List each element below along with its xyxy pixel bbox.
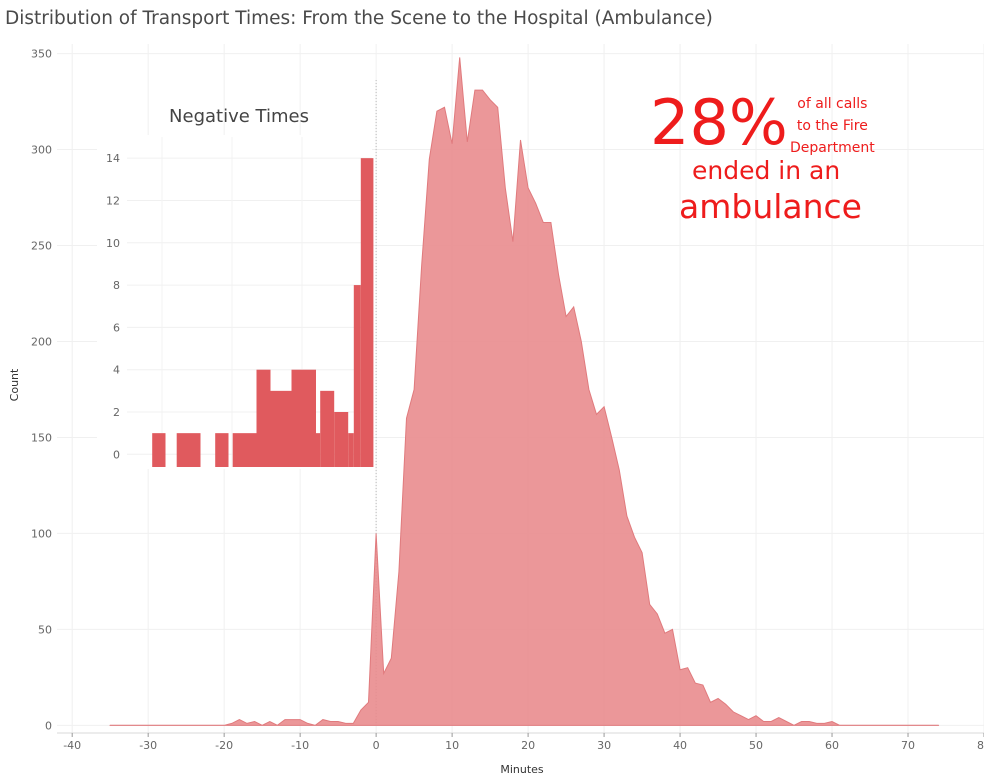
annotation-percent: 28% bbox=[650, 86, 788, 159]
x-tick-label: -20 bbox=[215, 739, 233, 752]
y-tick-label: 100 bbox=[31, 527, 52, 540]
main-y-ticks: 0 50 100 150 200 250 300 350 bbox=[31, 48, 52, 733]
inset-y-tick-label: 12 bbox=[106, 194, 120, 207]
inset-bar bbox=[316, 433, 321, 467]
inset-bar bbox=[334, 412, 349, 467]
inset-y-tick-label: 0 bbox=[113, 448, 120, 461]
inset-bar bbox=[152, 433, 166, 467]
annotation-line-1: of all calls bbox=[797, 96, 868, 112]
x-tick-label: 80 bbox=[977, 739, 984, 752]
inset-bar bbox=[232, 433, 257, 467]
inset-bar bbox=[291, 369, 316, 467]
x-tick-label: -10 bbox=[291, 739, 309, 752]
annotation-line-4: ended in an bbox=[692, 156, 841, 185]
inset-bar bbox=[215, 433, 229, 467]
x-tick-label: 10 bbox=[445, 739, 459, 752]
x-tick-label: -30 bbox=[139, 739, 157, 752]
x-tick-label: 40 bbox=[673, 739, 687, 752]
x-tick-label: 50 bbox=[749, 739, 763, 752]
inset-bar bbox=[176, 433, 201, 467]
y-tick-label: 0 bbox=[45, 719, 52, 732]
inset-y-tick-label: 2 bbox=[113, 406, 120, 419]
area-series-transport-times bbox=[109, 57, 940, 726]
chart-title: Distribution of Transport Times: From th… bbox=[5, 8, 713, 29]
y-tick-label: 50 bbox=[38, 623, 52, 636]
inset-bar bbox=[360, 158, 374, 467]
inset-y-tick-label: 10 bbox=[106, 237, 120, 250]
y-tick-label: 250 bbox=[31, 240, 52, 253]
y-tick-label: 150 bbox=[31, 431, 52, 444]
x-tick-label: 70 bbox=[901, 739, 915, 752]
x-tick-label: 60 bbox=[825, 739, 839, 752]
inset-y-tick-label: 4 bbox=[113, 364, 120, 377]
y-axis-label: Count bbox=[8, 368, 21, 401]
inset-bar bbox=[256, 369, 271, 467]
inset-title: Negative Times bbox=[169, 106, 309, 127]
inset-y-tick-label: 6 bbox=[113, 321, 120, 334]
x-tick-label: 20 bbox=[521, 739, 535, 752]
main-area-series bbox=[109, 57, 940, 726]
inset-negative-times: 0 2 4 6 8 10 12 14 bbox=[97, 135, 374, 469]
inset-bar bbox=[348, 433, 354, 467]
y-tick-label: 300 bbox=[31, 144, 52, 157]
x-tick-label: 0 bbox=[373, 739, 380, 752]
annotation-line-3: Department bbox=[790, 140, 875, 156]
x-axis-label: Minutes bbox=[500, 763, 544, 776]
inset-bar bbox=[320, 390, 335, 467]
annotation-caption: of all calls to the Fire Department bbox=[790, 93, 875, 159]
inset-bar bbox=[353, 285, 361, 467]
inset-y-tick-label: 14 bbox=[106, 152, 120, 165]
main-x-ticks: -40 -30 -20 -10 0 10 20 30 40 50 60 70 80 bbox=[63, 733, 984, 752]
inset-bar bbox=[270, 390, 292, 467]
annotation-line-2: to the Fire bbox=[796, 118, 868, 134]
x-tick-label: -40 bbox=[63, 739, 81, 752]
inset-y-tick-label: 8 bbox=[113, 279, 120, 292]
y-tick-label: 350 bbox=[31, 48, 52, 61]
y-tick-label: 200 bbox=[31, 335, 52, 348]
annotation-line-5: ambulance bbox=[679, 187, 862, 226]
x-tick-label: 30 bbox=[597, 739, 611, 752]
